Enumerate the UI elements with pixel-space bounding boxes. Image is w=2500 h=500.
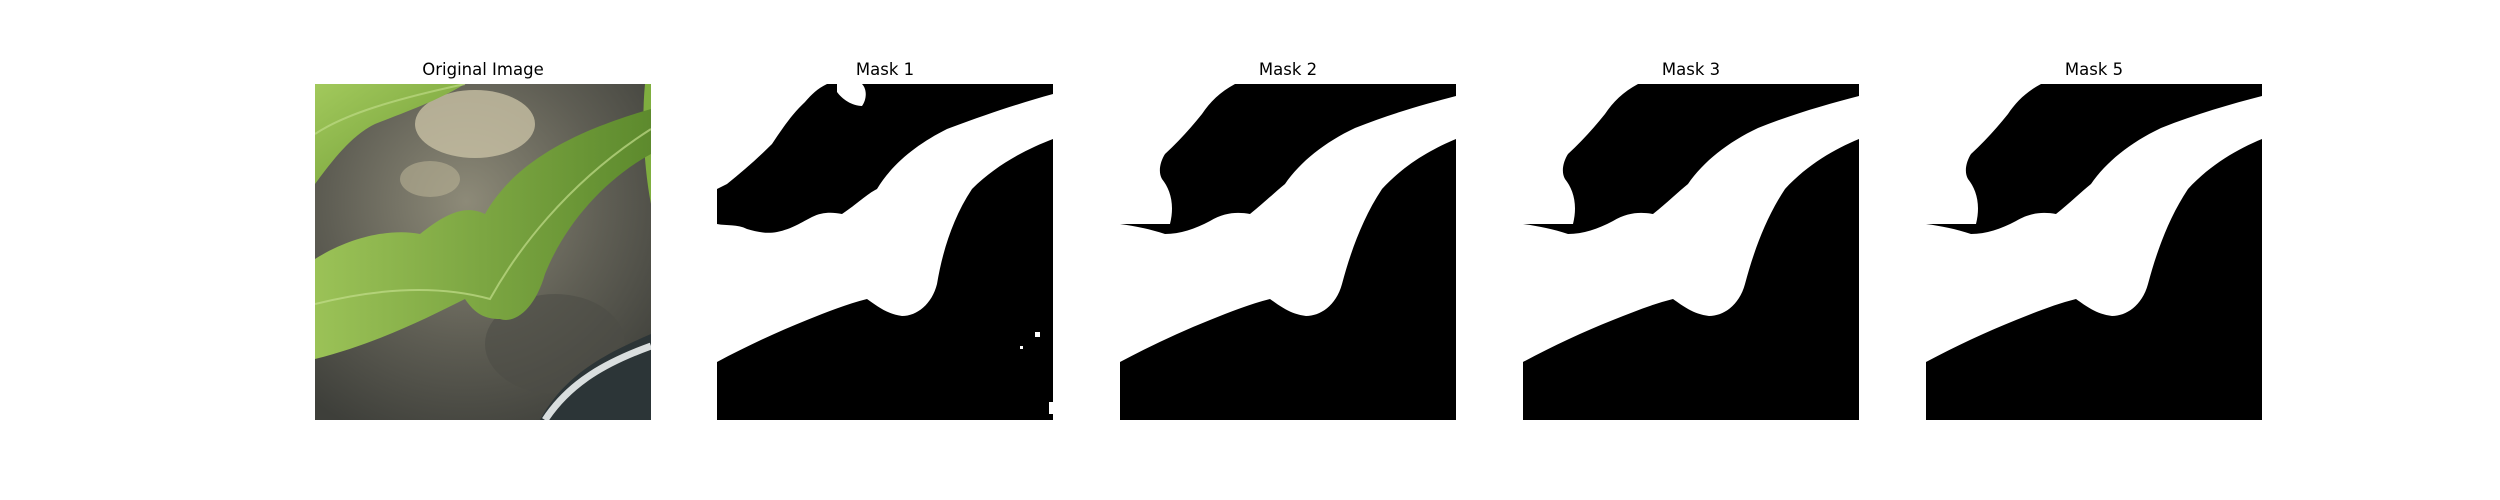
mask-image	[717, 84, 1053, 420]
mask-3-image	[1523, 84, 1859, 420]
original-image	[315, 84, 651, 420]
mask-5-image	[1926, 84, 2262, 420]
mask-2-image	[1120, 84, 1456, 420]
panel-title: Mask 2	[1258, 60, 1318, 79]
mask-image	[1523, 84, 1859, 420]
panel-title: Mask 5	[2064, 60, 2124, 79]
mask-image	[1926, 84, 2262, 420]
panel-title: Mask 3	[1661, 60, 1721, 79]
leaf-photo	[315, 84, 651, 420]
mask-1-image	[717, 84, 1053, 420]
panel-title: Original Image	[422, 60, 544, 79]
panel-title: Mask 1	[855, 60, 915, 79]
mask-image	[1120, 84, 1456, 420]
